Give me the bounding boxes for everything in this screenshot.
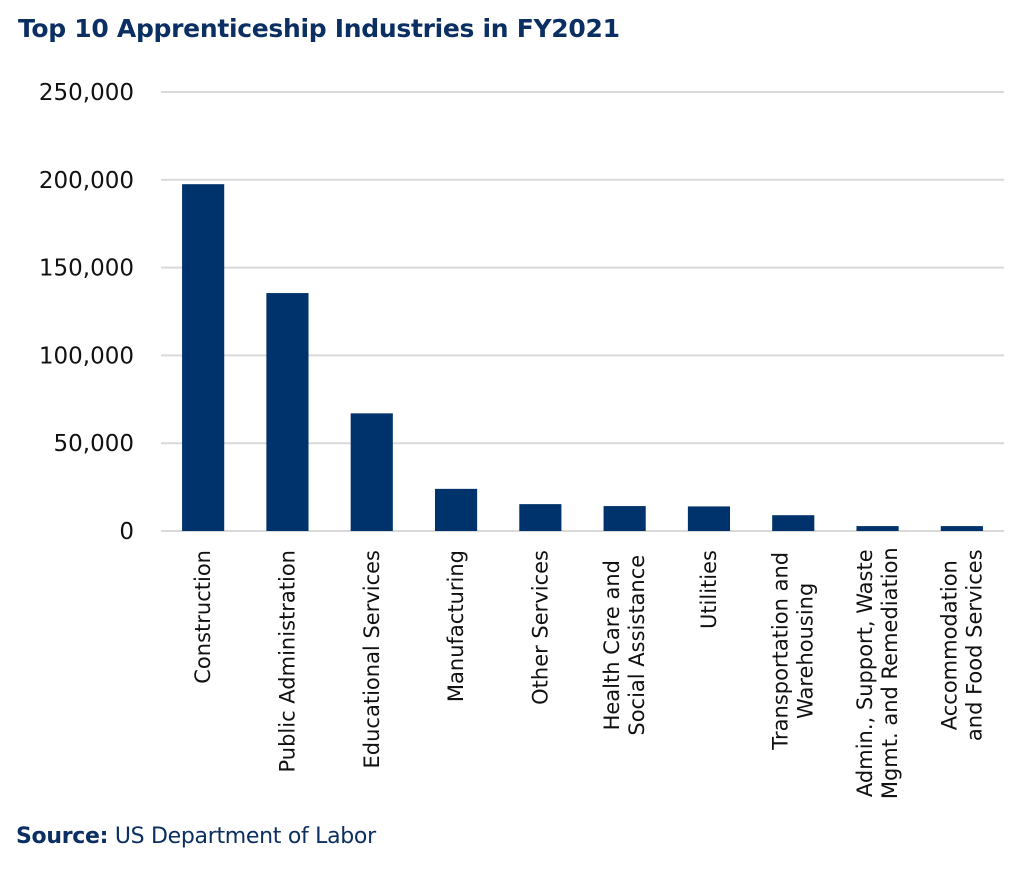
x-tick-label-line: Construction — [191, 550, 215, 684]
y-tick-label: 150,000 — [39, 256, 134, 282]
x-tick-label-line: Educational Services — [360, 550, 384, 768]
bar-other-services — [519, 504, 562, 531]
x-tick-label: Health Care and Social Assistance — [600, 555, 649, 736]
x-tick-label-line: Utilities — [697, 550, 721, 629]
bar-educational-services — [350, 413, 393, 531]
x-tick-label: Transportation and Warehousing — [769, 552, 818, 751]
x-tick-label: Manufacturing — [444, 550, 468, 702]
x-tick-label: Admin., Support, Waste Mgmt. and Remediat… — [853, 547, 902, 799]
y-tick-label: 100,000 — [39, 343, 134, 369]
x-tick-label-line: Admin., Support, Waste — [853, 549, 877, 797]
x-tick-label-line: Other Services — [528, 550, 552, 705]
bar-chart: 0 50,000 100,000 150,000 200,000 250,000 Cons… — [39, 80, 1004, 799]
y-tick-label: 50,000 — [54, 431, 134, 457]
x-tick-label-line: Transportation and — [769, 552, 793, 751]
x-tick-label: Other Services — [528, 550, 552, 705]
bar-admin-support-waste-mgmt-and-remediation — [856, 526, 899, 531]
bar-construction — [182, 184, 225, 531]
y-tick-label: 200,000 — [39, 168, 134, 194]
x-axis-tick-labels: Construction Public Administration Educati… — [191, 547, 986, 799]
bar-public-administration — [266, 293, 309, 531]
x-tick-label: Accommodation and Food Services — [937, 549, 986, 741]
bar-health-care-and-social-assistance — [603, 506, 646, 531]
y-axis-tick-labels: 0 50,000 100,000 150,000 200,000 250,000 — [39, 80, 134, 545]
x-tick-label-line: Mgmt. and Remediation — [878, 547, 902, 799]
x-tick-label-line: Social Assistance — [625, 555, 649, 736]
bars — [182, 184, 983, 531]
x-tick-label: Utilities — [697, 550, 721, 629]
x-tick-label: Educational Services — [360, 550, 384, 768]
x-tick-label-line: Public Administration — [275, 550, 299, 773]
bar-utilities — [687, 506, 731, 531]
y-tick-label: 0 — [119, 519, 134, 545]
x-tick-label: Public Administration — [275, 550, 299, 773]
x-tick-label-line: Health Care and — [600, 560, 624, 730]
x-tick-label-line: Accommodation — [937, 560, 961, 730]
bar-accommodation-and-food-services — [940, 526, 983, 531]
y-tick-label: 250,000 — [39, 80, 134, 106]
source-text: US Department of Labor — [108, 824, 376, 849]
source-note: Source: US Department of Labor — [16, 824, 376, 849]
x-tick-label-line: and Food Services — [962, 549, 986, 741]
bar-transportation-and-warehousing — [772, 515, 815, 531]
source-label: Source: — [16, 824, 109, 849]
chart-title: Top 10 Apprenticeship Industries in FY20… — [18, 14, 620, 43]
bar-manufacturing — [434, 488, 478, 531]
x-tick-label: Construction — [191, 550, 215, 684]
x-tick-label-line: Manufacturing — [444, 550, 468, 702]
x-tick-label-line: Warehousing — [794, 583, 818, 719]
